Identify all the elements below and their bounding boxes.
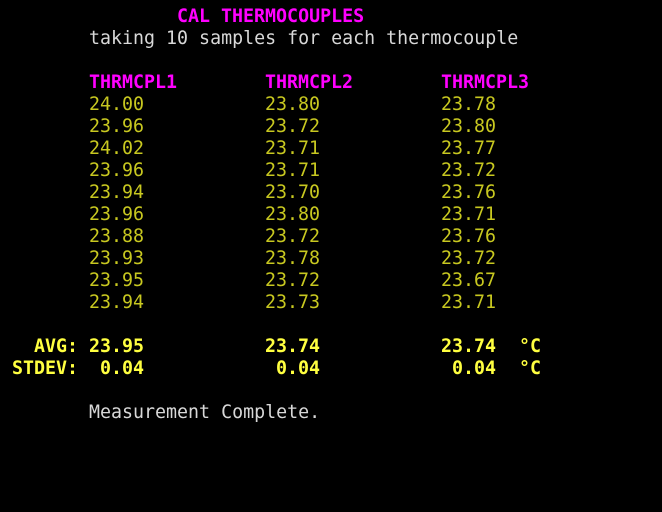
status-message: Measurement Complete. (89, 402, 321, 423)
sample-value: 23.88 (89, 226, 145, 247)
average-row: AVG: 23.95 23.74 23.74 °C (0, 336, 662, 358)
table-row: 24.00 23.80 23.78 (0, 94, 662, 116)
average-label: AVG: (34, 336, 79, 357)
table-row: 23.96 23.72 23.80 (0, 116, 662, 138)
sample-value: 23.94 (89, 182, 145, 203)
sample-value: 23.72 (265, 116, 321, 137)
sample-value: 23.78 (265, 248, 321, 269)
average-value: 23.74 (265, 336, 321, 357)
sample-value: 23.70 (265, 182, 321, 203)
stdev-label: STDEV: (12, 358, 79, 379)
sample-value: 23.78 (441, 94, 497, 115)
table-row: 23.96 23.80 23.71 (0, 204, 662, 226)
sample-value: 24.00 (89, 94, 145, 115)
stdev-value: 0.04 (276, 358, 321, 379)
average-value: 23.95 (89, 336, 145, 357)
sample-value: 23.95 (89, 270, 145, 291)
sample-value: 23.80 (441, 116, 497, 137)
sample-value: 23.71 (265, 138, 321, 159)
table-row: 23.88 23.72 23.76 (0, 226, 662, 248)
sample-value: 23.76 (441, 182, 497, 203)
subtitle-text: taking 10 samples for each thermocouple (89, 28, 519, 49)
sample-value: 23.80 (265, 204, 321, 225)
sample-value: 23.73 (265, 292, 321, 313)
table-row: 23.96 23.71 23.72 (0, 160, 662, 182)
sample-value: 23.71 (441, 292, 497, 313)
stdev-value: 0.04 (452, 358, 497, 379)
column-header-thrmcpl1: THRMCPL1 (89, 72, 178, 93)
sample-value: 23.96 (89, 116, 145, 137)
sample-value: 23.94 (89, 292, 145, 313)
average-value: 23.74 (441, 336, 497, 357)
unit-label: °C (519, 358, 542, 379)
terminal-window: CAL THERMOCOUPLES taking 10 samples for … (0, 6, 662, 423)
sample-value: 23.71 (441, 204, 497, 225)
stdev-value: 0.04 (100, 358, 145, 379)
unit-label: °C (519, 336, 542, 357)
sample-value: 23.80 (265, 94, 321, 115)
sample-value: 23.72 (441, 248, 497, 269)
sample-value: 23.72 (265, 226, 321, 247)
sample-value: 23.96 (89, 160, 145, 181)
table-row: 23.93 23.78 23.72 (0, 248, 662, 270)
sample-value: 23.93 (89, 248, 145, 269)
sample-value: 24.02 (89, 138, 145, 159)
sample-value: 23.71 (265, 160, 321, 181)
table-row: 24.02 23.71 23.77 (0, 138, 662, 160)
sample-value: 23.76 (441, 226, 497, 247)
table-row: 23.94 23.73 23.71 (0, 292, 662, 314)
stdev-row: STDEV: 0.04 0.04 0.04 °C (0, 358, 662, 380)
sample-value: 23.77 (441, 138, 497, 159)
sample-value: 23.72 (441, 160, 497, 181)
sample-value: 23.72 (265, 270, 321, 291)
sample-value: 23.96 (89, 204, 145, 225)
table-header-row: THRMCPL1 THRMCPL2 THRMCPL3 (0, 72, 662, 94)
table-row: 23.94 23.70 23.76 (0, 182, 662, 204)
table-row: 23.95 23.72 23.67 (0, 270, 662, 292)
column-header-thrmcpl3: THRMCPL3 (441, 72, 530, 93)
column-header-thrmcpl2: THRMCPL2 (265, 72, 354, 93)
page-title: CAL THERMOCOUPLES (177, 6, 365, 27)
sample-value: 23.67 (441, 270, 497, 291)
